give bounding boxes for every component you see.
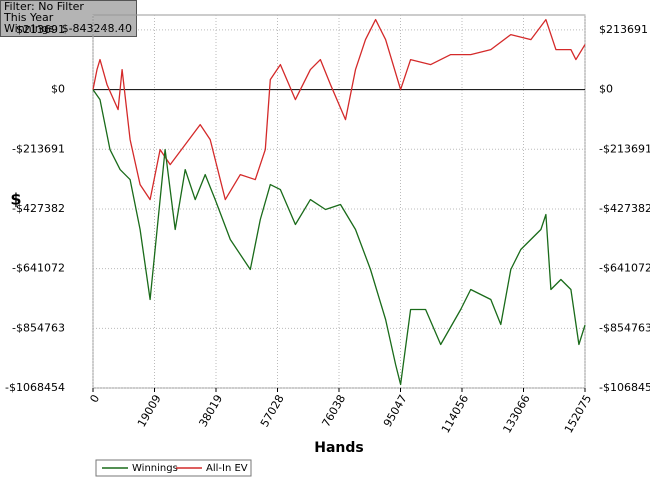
y-tick-label: $213691 <box>16 23 65 36</box>
filter-box-frame <box>0 0 137 37</box>
y-tick-label-right: -$1068454 <box>599 381 650 394</box>
y-tick-label-right: -$427382 <box>599 202 650 215</box>
legend-frame <box>95 459 252 477</box>
period-text: This Year <box>3 11 54 24</box>
y-axis-label: $ <box>10 190 21 209</box>
y-tick-label-right: $213691 <box>599 23 648 36</box>
filter-text: Filter: No Filter <box>4 0 84 13</box>
x-axis-label: Hands <box>314 440 364 456</box>
y-tick-label-right: $0 <box>599 83 613 96</box>
winnings-text: Winnings: $-843248.40 <box>4 22 132 35</box>
y-tick-label: -$1068454 <box>5 381 65 394</box>
y-tick-label-right: -$641072 <box>599 262 650 275</box>
y-tick-label: $0 <box>51 83 65 96</box>
legend: Winnings All-In EV <box>95 459 252 477</box>
y-tick-label: -$641072 <box>12 262 65 275</box>
series-line <box>92 18 586 201</box>
legend-label: All-In EV <box>206 463 248 474</box>
legend-label: Winnings <box>132 463 178 474</box>
y-tick-label: -$854763 <box>12 321 65 334</box>
filter-box: Filter: No Filter This Year Winnings: $-… <box>0 0 137 37</box>
y-tick-label: -$427382 <box>12 202 65 215</box>
series-line <box>92 89 586 386</box>
y-tick-label-right: -$854763 <box>599 321 650 334</box>
y-tick-label: -$213691 <box>12 142 65 155</box>
y-tick-label-right: -$213691 <box>599 142 650 155</box>
